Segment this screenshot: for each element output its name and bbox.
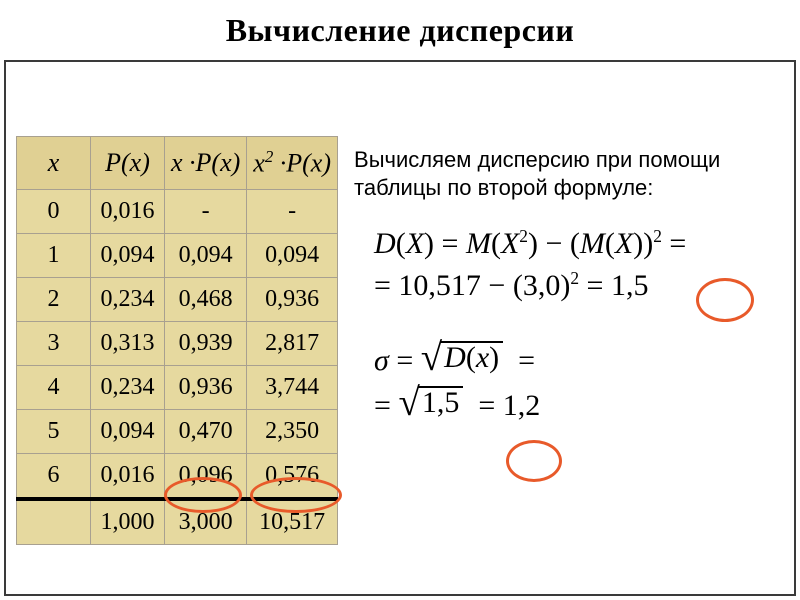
table-cell: 0,016 bbox=[91, 453, 165, 499]
table-cell: 10,517 bbox=[247, 499, 338, 545]
table-cell: 0,094 bbox=[247, 233, 338, 277]
sigma-formula-line1: σ = √D(x) = bbox=[374, 341, 794, 378]
table-row: 50,0940,4702,350 bbox=[17, 409, 338, 453]
page-title: Вычисление дисперсии bbox=[0, 12, 800, 49]
table-cell: 0,576 bbox=[247, 453, 338, 499]
table-cell: 0,016 bbox=[91, 189, 165, 233]
table-cell: 0,096 bbox=[165, 453, 247, 499]
table-row: 40,2340,9363,744 bbox=[17, 365, 338, 409]
explain-text: Вычисляем дисперсию при помощи таблицы п… bbox=[354, 146, 794, 201]
table-cell: 1 bbox=[17, 233, 91, 277]
col-xpx: x ·P(x) bbox=[165, 137, 247, 190]
table-cell: 0,234 bbox=[91, 365, 165, 409]
sigma-formula-line2: = √1,5 = 1,2 bbox=[374, 386, 794, 423]
content-frame: x P(x) x ·P(x) x2 ·P(x) 00,016--10,0940,… bbox=[4, 60, 796, 596]
table-cell: 3,744 bbox=[247, 365, 338, 409]
table-cell: 2,350 bbox=[247, 409, 338, 453]
table-cell: 6 bbox=[17, 453, 91, 499]
table-cell: 2,817 bbox=[247, 321, 338, 365]
col-px: P(x) bbox=[91, 137, 165, 190]
table-cell: 3,000 bbox=[165, 499, 247, 545]
table-cell: 0,234 bbox=[91, 277, 165, 321]
table-row: 30,3130,9392,817 bbox=[17, 321, 338, 365]
table-cell: 0,313 bbox=[91, 321, 165, 365]
table-row-totals: 1,0003,00010,517 bbox=[17, 499, 338, 545]
table-row: 20,2340,4680,936 bbox=[17, 277, 338, 321]
table-cell: 4 bbox=[17, 365, 91, 409]
dx-formula-line2: = 10,517 − (3,0)2 = 1,5 bbox=[374, 269, 794, 303]
table-cell: 0,094 bbox=[91, 409, 165, 453]
table-cell: - bbox=[165, 189, 247, 233]
table-cell: 0,936 bbox=[247, 277, 338, 321]
dx-formula-line1: D(X) = M(X2) − (M(X))2 = bbox=[374, 227, 794, 261]
table-cell: 2 bbox=[17, 277, 91, 321]
table-cell: 0,939 bbox=[165, 321, 247, 365]
sigma-result: 1,2 bbox=[503, 389, 541, 422]
table-row: 00,016-- bbox=[17, 189, 338, 233]
table-cell: - bbox=[247, 189, 338, 233]
variance-table: x P(x) x ·P(x) x2 ·P(x) 00,016--10,0940,… bbox=[16, 136, 338, 545]
table-cell bbox=[17, 499, 91, 545]
table-row: 10,0940,0940,094 bbox=[17, 233, 338, 277]
table-cell: 0,094 bbox=[165, 233, 247, 277]
table-cell: 0,094 bbox=[91, 233, 165, 277]
col-x: x bbox=[17, 137, 91, 190]
table-cell: 0,468 bbox=[165, 277, 247, 321]
table-cell: 0,936 bbox=[165, 365, 247, 409]
table-cell: 3 bbox=[17, 321, 91, 365]
table-cell: 0 bbox=[17, 189, 91, 233]
dx-result: 1,5 bbox=[611, 269, 649, 302]
table-cell: 0,470 bbox=[165, 409, 247, 453]
table-row: 60,0160,0960,576 bbox=[17, 453, 338, 499]
col-x2px: x2 ·P(x) bbox=[247, 137, 338, 190]
table-cell: 1,000 bbox=[91, 499, 165, 545]
table-cell: 5 bbox=[17, 409, 91, 453]
